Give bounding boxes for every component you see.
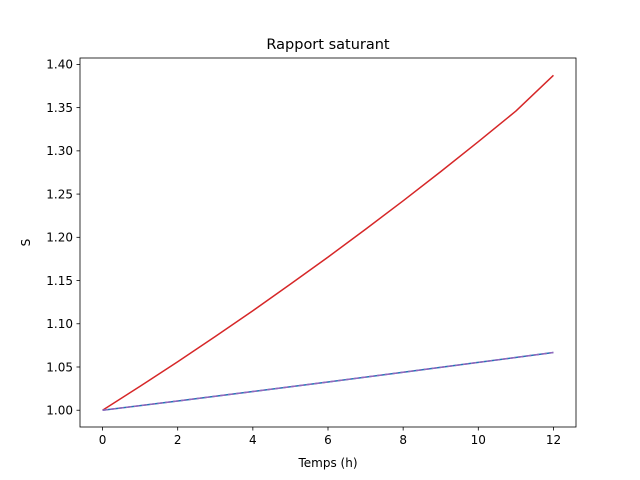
chart-title: Rapport saturant (266, 37, 390, 53)
y-tick-label: 1.35 (46, 101, 73, 115)
series-line-3 (102, 351, 554, 411)
y-tick-label: 1.30 (46, 144, 73, 158)
y-tick-label: 1.25 (46, 187, 73, 201)
x-tick-label: 12 (546, 433, 561, 447)
y-tick-label: 1.15 (46, 274, 73, 288)
x-axis-label: Temps (h) (297, 456, 357, 470)
y-tick-label: 1.20 (46, 231, 73, 245)
y-tick-label: 1.00 (46, 404, 73, 418)
y-axis-label: S (19, 239, 33, 247)
y-tick-label: 1.10 (46, 317, 73, 331)
x-tick-label: 10 (471, 433, 486, 447)
y-tick-label: 1.05 (46, 360, 73, 374)
x-tick-label: 4 (249, 433, 257, 447)
x-tick-label: 2 (174, 433, 182, 447)
x-tick-label: 0 (99, 433, 107, 447)
x-tick-label: 8 (399, 433, 407, 447)
x-tick-label: 6 (324, 433, 332, 447)
plot-area (102, 74, 554, 411)
series-line-1 (102, 74, 554, 411)
y-tick-label: 1.40 (46, 58, 73, 72)
